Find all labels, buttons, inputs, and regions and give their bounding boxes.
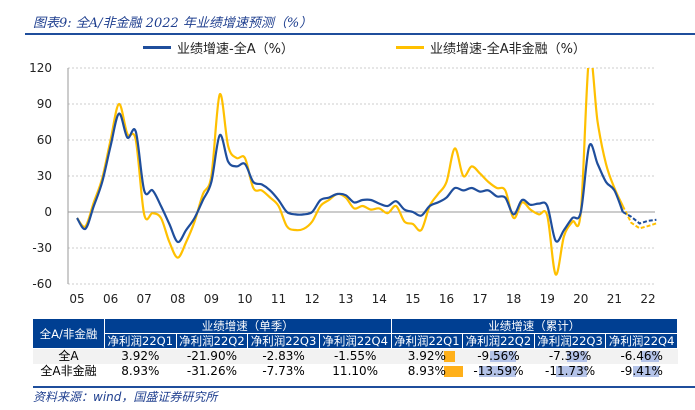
forecast-line xyxy=(622,211,657,225)
cell-value: -1.55% xyxy=(333,349,377,363)
column-header: 净利润22Q3 xyxy=(533,333,607,349)
column-header: 净利润22Q4 xyxy=(318,333,392,349)
x-tick-label: 13 xyxy=(338,292,353,306)
x-tick-label: 19 xyxy=(540,292,555,306)
table-cell: 3.92% xyxy=(104,348,177,364)
group-header-quarterly: 业绩增速（单季） xyxy=(104,318,392,334)
y-tick-label: 120 xyxy=(29,61,52,75)
x-tick-label: 22 xyxy=(640,292,655,306)
x-tick-label: 07 xyxy=(137,292,152,306)
x-tick-label: 06 xyxy=(103,292,118,306)
table-cell: 8.93% xyxy=(104,364,177,379)
table-cell: -21.90% xyxy=(176,348,248,364)
row-label: 全A非金融 xyxy=(32,364,105,379)
cell-value: -9.56% xyxy=(477,349,520,363)
table-cell: 3.92% xyxy=(391,348,463,364)
x-tick-label: 05 xyxy=(69,292,84,306)
table-cell: -2.83% xyxy=(247,348,320,364)
table-cell: -13.59% xyxy=(462,364,535,379)
line-chart: -60 -30 0 30 60 90 120 05 06 07 08 09 10 11 12 13 14 15 16… xyxy=(29,61,657,306)
title-divider xyxy=(25,33,695,35)
x-tick-label: 18 xyxy=(506,292,521,306)
data-bar xyxy=(444,366,469,377)
cell-value: 8.93% xyxy=(407,364,446,378)
row-label: 全A xyxy=(32,348,105,364)
y-tick-label: 30 xyxy=(37,169,52,183)
y-tick-label: -60 xyxy=(32,277,52,291)
y-tick-label: 0 xyxy=(44,205,52,219)
cell-value: -2.83% xyxy=(262,349,305,363)
data-bar xyxy=(641,351,659,362)
x-tick-label: 21 xyxy=(607,292,622,306)
x-tick-label: 16 xyxy=(439,292,454,306)
footer-divider xyxy=(33,386,695,388)
legend-swatch-all-a xyxy=(143,46,171,49)
cell-value: -7.39% xyxy=(548,349,592,363)
cell-value: -13.59% xyxy=(473,364,524,378)
data-bar xyxy=(555,366,588,377)
table-corner: 全A/非金融 xyxy=(32,318,105,349)
table-cell: 11.10% xyxy=(319,364,391,379)
legend-label-non-fin: 业绩增速-全A非金融（%） xyxy=(430,42,586,57)
group-header-cumulative: 业绩增速（累计） xyxy=(390,318,678,334)
cell-value: -9.41% xyxy=(620,364,663,378)
x-tick-label: 09 xyxy=(204,292,219,306)
cell-value: 3.92% xyxy=(407,349,446,363)
x-tick-label: 12 xyxy=(304,292,319,306)
x-tick-label: 14 xyxy=(372,292,387,306)
cell-value: -11.73% xyxy=(545,364,596,378)
series-line xyxy=(76,112,624,244)
cell-value: 3.92% xyxy=(121,349,160,363)
column-header: 净利润22Q1 xyxy=(390,333,464,349)
x-tick-label: 20 xyxy=(573,292,588,306)
forecast-line xyxy=(621,205,657,230)
table-cell: -9.56% xyxy=(462,348,535,364)
column-header: 净利润22Q1 xyxy=(104,333,177,349)
data-bar xyxy=(567,351,588,362)
column-header: 净利润22Q4 xyxy=(605,333,678,349)
table-cell: -7.39% xyxy=(534,348,606,364)
column-header: 净利润22Q3 xyxy=(247,333,320,349)
chart-title: 图表9: 全A/非金融 2022 年业绩增速预测（%） xyxy=(33,16,313,31)
cell-value: -31.26% xyxy=(186,364,237,378)
y-tick-label: 90 xyxy=(37,97,52,111)
forecast-table: 全A/非金融 业绩增速（单季） 业绩增速（累计） 净利润22Q1 净利润22Q2 净… xyxy=(32,318,678,379)
data-bar xyxy=(444,351,455,362)
x-tick-label: 15 xyxy=(405,292,420,306)
data-bar xyxy=(478,366,516,377)
table-cell: -11.73% xyxy=(534,364,606,379)
cell-value: 8.93% xyxy=(121,364,160,378)
cell-value: -6.46% xyxy=(620,349,663,363)
x-tick-label: 11 xyxy=(271,292,286,306)
legend-swatch-non-fin xyxy=(396,46,424,49)
table-cell: -7.73% xyxy=(247,364,320,379)
column-header: 净利润22Q2 xyxy=(462,333,535,349)
table-cell: -9.41% xyxy=(605,364,678,379)
table-cell: -6.46% xyxy=(605,348,678,364)
data-bar xyxy=(489,351,516,362)
table-cell: -31.26% xyxy=(176,364,248,379)
x-tick-label: 17 xyxy=(472,292,487,306)
table-cell: -1.55% xyxy=(319,348,391,364)
cell-value: -7.73% xyxy=(262,364,305,378)
series-line xyxy=(76,68,624,276)
cell-value: 11.10% xyxy=(332,364,379,378)
source-note: 资料来源：wind，国盛证券研究所 xyxy=(33,390,218,404)
y-tick-label: 60 xyxy=(37,133,52,147)
x-tick-label: 08 xyxy=(170,292,185,306)
y-tick-label: -30 xyxy=(32,241,52,255)
legend-label-all-a: 业绩增速-全A（%） xyxy=(177,42,294,57)
cell-value: -21.90% xyxy=(186,349,237,363)
table-cell: 8.93% xyxy=(391,364,469,379)
data-bar xyxy=(633,366,659,377)
x-tick-label: 10 xyxy=(237,292,252,306)
column-header: 净利润22Q2 xyxy=(175,333,249,349)
